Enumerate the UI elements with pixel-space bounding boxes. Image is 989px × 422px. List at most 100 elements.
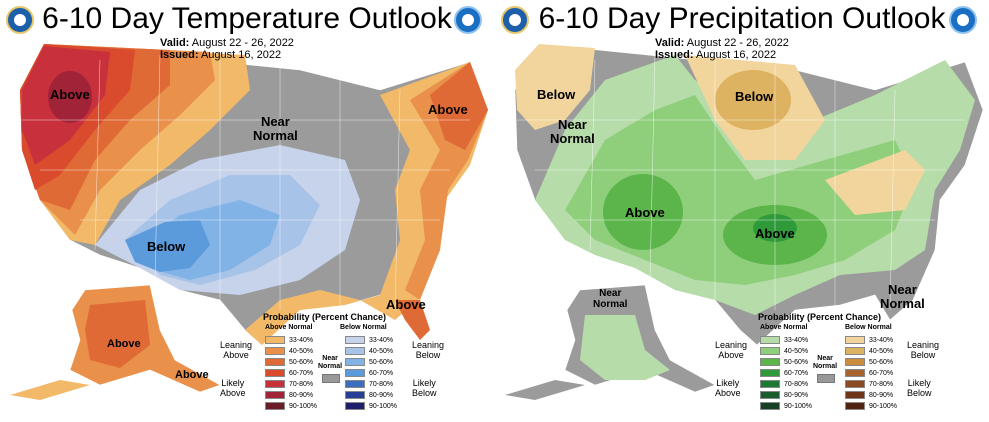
legend-row: 70-80% <box>265 380 313 389</box>
legend-swatch <box>760 402 780 411</box>
legend-row: 90-100% <box>345 402 397 411</box>
legend-range-label: 50-60% <box>784 359 809 366</box>
legend-swatch <box>760 358 780 367</box>
legend-row: 40-50% <box>845 347 893 356</box>
precipitation-validity: Valid: August 22 - 26, 2022 Issued: Augu… <box>655 37 789 61</box>
legend-row: 40-50% <box>760 347 808 356</box>
noaa-logo-icon <box>454 6 482 34</box>
legend-swatch <box>345 336 365 345</box>
legend-row: 33-40% <box>345 336 393 345</box>
legend-range-label: 40-50% <box>869 348 894 355</box>
legend-row: 33-40% <box>760 336 808 345</box>
legend-swatch <box>345 347 365 356</box>
legend-row: 60-70% <box>845 369 893 378</box>
legend-range-label: 33-40% <box>369 337 394 344</box>
legend-swatch <box>760 391 780 400</box>
temperature-validity: Valid: August 22 - 26, 2022 Issued: Augu… <box>160 37 294 61</box>
legend-swatch <box>265 369 285 378</box>
near-normal-swatch <box>322 374 340 383</box>
legend-swatch <box>760 336 780 345</box>
near-normal-swatch <box>817 374 835 383</box>
legend-swatch <box>265 391 285 400</box>
doc-seal-icon <box>6 6 34 34</box>
legend-swatch <box>265 358 285 367</box>
legend-row: 40-50% <box>345 347 393 356</box>
label-above-ne: Above <box>428 102 468 117</box>
label-below-nw: Below <box>537 87 576 102</box>
legend-row: 90-100% <box>265 402 317 411</box>
legend-swatch <box>760 347 780 356</box>
legend-swatch <box>265 380 285 389</box>
legend-row: 70-80% <box>760 380 808 389</box>
legend-row: 80-90% <box>760 391 808 400</box>
legend-range-label: 60-70% <box>869 370 894 377</box>
legend-swatch <box>265 336 285 345</box>
legend-row: 40-50% <box>265 347 313 356</box>
legend-swatch <box>845 369 865 378</box>
legend-swatch <box>345 358 365 367</box>
legend-swatch <box>845 391 865 400</box>
legend-range-label: 90-100% <box>289 403 318 410</box>
noaa-logo-icon <box>949 6 977 34</box>
legend-swatch <box>265 347 285 356</box>
doc-seal-icon <box>501 6 529 34</box>
label-near-normal-nw: Near Normal <box>550 117 595 146</box>
label-above-fl: Above <box>386 297 426 312</box>
legend-swatch <box>265 402 285 411</box>
legend-range-label: 70-80% <box>784 381 809 388</box>
legend-range-label: 40-50% <box>289 348 314 355</box>
legend-range-label: 70-80% <box>869 381 894 388</box>
legend-row: 50-60% <box>345 358 393 367</box>
legend-swatch <box>345 402 365 411</box>
legend-row: 60-70% <box>760 369 808 378</box>
legend-row: 50-60% <box>845 358 893 367</box>
legend-row: 90-100% <box>845 402 897 411</box>
legend-swatch <box>845 380 865 389</box>
legend-range-label: 80-90% <box>369 392 394 399</box>
temperature-map <box>10 43 489 400</box>
label-above-nw: Above <box>50 87 90 102</box>
label-below-n: Below <box>735 89 774 104</box>
legend-range-label: 70-80% <box>369 381 394 388</box>
label-below: Below <box>147 239 186 254</box>
legend-row: 33-40% <box>845 336 893 345</box>
legend-range-label: 33-40% <box>784 337 809 344</box>
label-above-ak2: Above <box>175 369 209 381</box>
label-near-normal-ak: Near Normal <box>593 288 628 310</box>
legend-range-label: 80-90% <box>869 392 894 399</box>
legend-range-label: 33-40% <box>869 337 894 344</box>
legend-row: 70-80% <box>845 380 893 389</box>
legend-range-label: 80-90% <box>784 392 809 399</box>
label-near-normal: Near Normal <box>253 114 298 143</box>
legend-row: 80-90% <box>265 391 313 400</box>
label-above-w: Above <box>625 205 665 220</box>
legend-swatch <box>845 358 865 367</box>
legend-swatch <box>760 369 780 378</box>
legend-row: 70-80% <box>345 380 393 389</box>
legend-row: 90-100% <box>760 402 812 411</box>
legend-range-label: 60-70% <box>289 370 314 377</box>
legend-swatch <box>845 402 865 411</box>
label-above-c: Above <box>755 226 795 241</box>
legend-range-label: 60-70% <box>369 370 394 377</box>
temperature-title: 6-10 Day Temperature Outlook <box>42 2 452 35</box>
legend-swatch <box>845 347 865 356</box>
legend-range-label: 90-100% <box>369 403 398 410</box>
label-near-normal-se: Near Normal <box>880 282 925 311</box>
legend-range-label: 50-60% <box>289 359 314 366</box>
precipitation-title: 6-10 Day Precipitation Outlook <box>538 2 946 35</box>
legend-range-label: 40-50% <box>784 348 809 355</box>
precipitation-map <box>505 43 984 400</box>
legend-range-label: 80-90% <box>289 392 314 399</box>
temperature-outlook-panel: 6-10 Day Temperature Outlook Valid: Augu… <box>0 0 494 422</box>
label-above-ak: Above <box>107 338 141 350</box>
legend-range-label: 50-60% <box>369 359 394 366</box>
legend-row: 60-70% <box>265 369 313 378</box>
legend-row: 80-90% <box>345 391 393 400</box>
legend-swatch <box>760 380 780 389</box>
legend-row: 80-90% <box>845 391 893 400</box>
legend-swatch <box>345 380 365 389</box>
legend-swatch <box>345 391 365 400</box>
legend-row: 60-70% <box>345 369 393 378</box>
legend-swatch <box>345 369 365 378</box>
